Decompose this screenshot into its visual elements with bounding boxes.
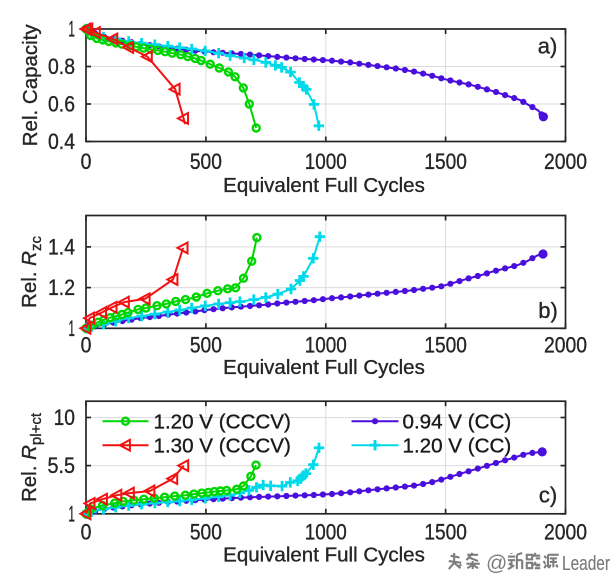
svg-text:1500: 1500 [424, 332, 467, 357]
svg-text:500: 500 [190, 332, 222, 357]
svg-text:1500: 1500 [424, 519, 467, 544]
svg-text:b): b) [538, 298, 558, 323]
svg-text:@: @ [486, 552, 507, 575]
svg-text:Equivalent Full Cycles: Equivalent Full Cycles [223, 356, 425, 379]
svg-text:1.2: 1.2 [48, 275, 75, 300]
svg-text:2000: 2000 [544, 149, 587, 174]
svg-text:1: 1 [68, 316, 75, 341]
svg-text:Leader: Leader [562, 552, 610, 575]
svg-text:Equivalent Full Cycles: Equivalent Full Cycles [223, 544, 425, 567]
svg-text:1.4: 1.4 [48, 234, 75, 259]
svg-text:1.20 V (CCCV): 1.20 V (CCCV) [154, 411, 291, 434]
svg-text:0.6: 0.6 [48, 92, 75, 117]
svg-text:1: 1 [68, 501, 75, 526]
svg-text:500: 500 [190, 519, 222, 544]
svg-text:1000: 1000 [305, 149, 347, 174]
svg-text:2000: 2000 [544, 332, 587, 357]
svg-text:2000: 2000 [544, 519, 587, 544]
svg-text:Equivalent Full Cycles: Equivalent Full Cycles [223, 174, 425, 197]
svg-text:10: 10 [54, 405, 75, 430]
svg-text:Rel. Capacity: Rel. Capacity [19, 24, 42, 147]
svg-text:c): c) [539, 483, 557, 508]
svg-text:1500: 1500 [424, 149, 467, 174]
svg-text:500: 500 [190, 149, 222, 174]
svg-text:Leader: Leader [562, 552, 610, 575]
svg-text:5.5: 5.5 [48, 453, 76, 478]
svg-text:1.30 V (CCCV): 1.30 V (CCCV) [154, 435, 291, 458]
svg-text:Rel. Rpl+ct: Rel. Rpl+ct [18, 412, 45, 502]
svg-text:0: 0 [81, 332, 92, 357]
svg-text:0.4: 0.4 [48, 129, 75, 154]
svg-text:0: 0 [81, 149, 92, 174]
svg-text:0: 0 [81, 519, 92, 544]
svg-text:1000: 1000 [305, 519, 347, 544]
svg-text:a): a) [538, 33, 558, 58]
svg-text:0.94 V (CC): 0.94 V (CC) [403, 411, 512, 434]
svg-text:0.8: 0.8 [48, 54, 75, 79]
svg-text:1: 1 [68, 17, 75, 42]
svg-text:1000: 1000 [305, 332, 347, 357]
svg-text:1.20 V (CC): 1.20 V (CC) [403, 435, 512, 458]
